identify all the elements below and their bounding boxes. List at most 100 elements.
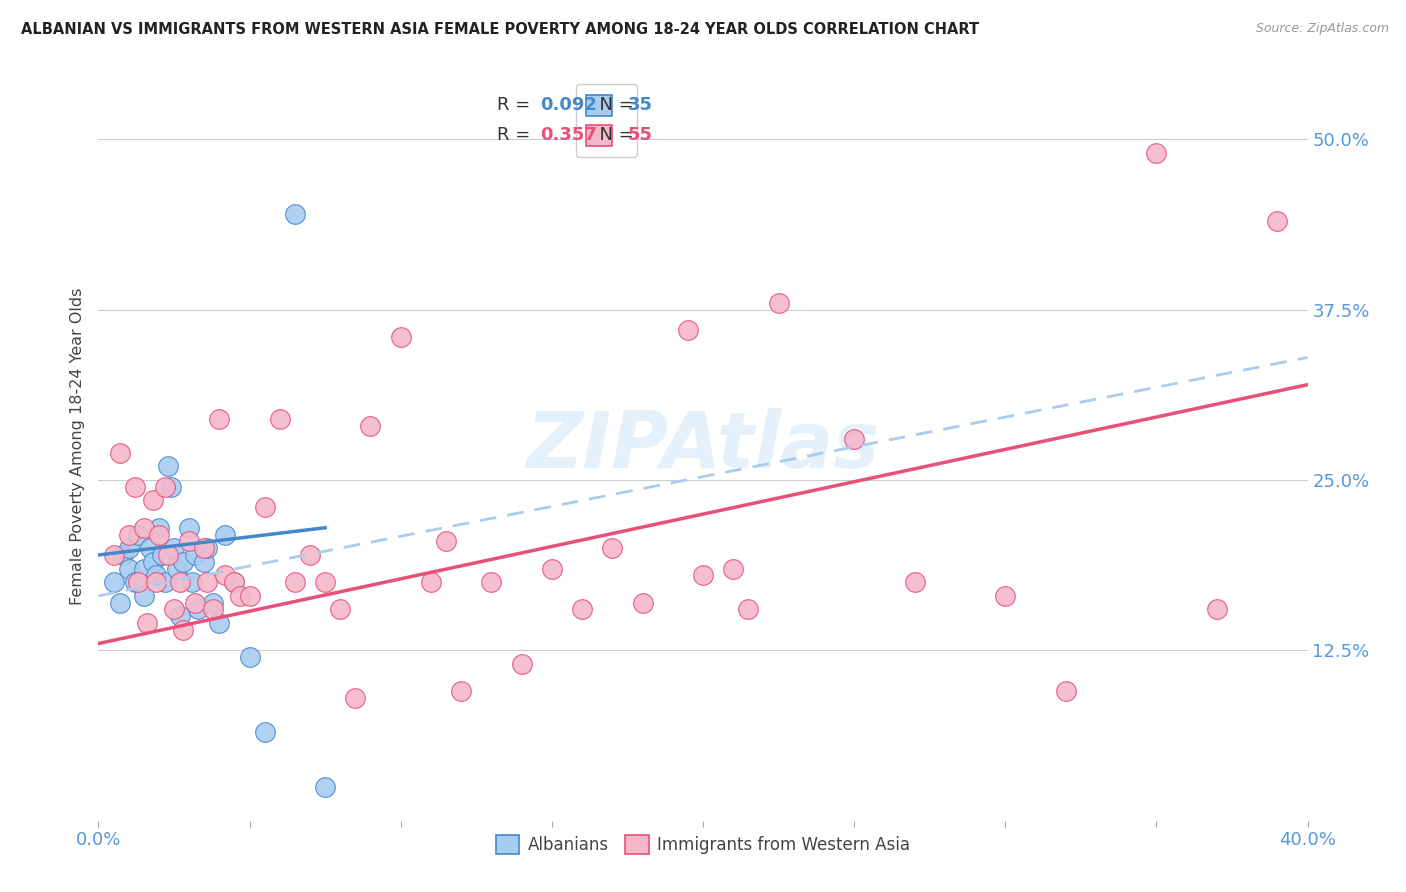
Point	[360, 418, 382, 433]
Point	[202, 596, 225, 610]
Point	[269, 411, 291, 425]
Text: ALBANIAN VS IMMIGRANTS FROM WESTERN ASIA FEMALE POVERTY AMONG 18-24 YEAR OLDS CO: ALBANIAN VS IMMIGRANTS FROM WESTERN ASIA…	[21, 22, 979, 37]
Point	[184, 548, 207, 562]
Point	[994, 589, 1017, 603]
Point	[1144, 146, 1167, 161]
Point	[118, 527, 141, 541]
Point	[160, 480, 183, 494]
Point	[184, 596, 207, 610]
Point	[127, 527, 149, 541]
Point	[224, 575, 246, 590]
Point	[172, 555, 194, 569]
Point	[111, 548, 134, 562]
Point	[229, 589, 252, 603]
Point	[169, 609, 191, 624]
Point	[314, 780, 336, 794]
Point	[844, 432, 866, 446]
Point	[181, 575, 204, 590]
Point	[145, 575, 167, 590]
Point	[193, 555, 215, 569]
Text: 0.092: 0.092	[540, 96, 596, 114]
Point	[1054, 684, 1077, 698]
Point	[214, 568, 236, 582]
Point	[692, 568, 714, 582]
Point	[239, 589, 262, 603]
Point	[253, 500, 276, 515]
Point	[172, 623, 194, 637]
Point	[127, 575, 149, 590]
Point	[1267, 214, 1289, 228]
Point	[118, 561, 141, 575]
Point	[344, 691, 367, 706]
Point	[169, 575, 191, 590]
Text: Source: ZipAtlas.com: Source: ZipAtlas.com	[1256, 22, 1389, 36]
Point	[156, 459, 179, 474]
Point	[163, 602, 186, 616]
Point	[179, 534, 201, 549]
Point	[187, 602, 209, 616]
Point	[329, 602, 352, 616]
Point	[148, 521, 170, 535]
Point	[284, 575, 307, 590]
Point	[389, 330, 412, 344]
Point	[253, 725, 276, 739]
Point	[163, 541, 186, 556]
Y-axis label: Female Poverty Among 18-24 Year Olds: Female Poverty Among 18-24 Year Olds	[70, 287, 86, 605]
Point	[118, 541, 141, 556]
Point	[631, 596, 654, 610]
Point	[179, 521, 201, 535]
Point	[1206, 602, 1229, 616]
Point	[602, 541, 624, 556]
Point	[224, 575, 246, 590]
Point	[148, 527, 170, 541]
Point	[208, 411, 231, 425]
Point	[166, 561, 188, 575]
Text: 55: 55	[628, 126, 652, 144]
Point	[150, 548, 173, 562]
Point	[135, 616, 157, 631]
Point	[314, 575, 336, 590]
Point	[142, 555, 165, 569]
Legend: Albanians, Immigrants from Western Asia: Albanians, Immigrants from Western Asia	[489, 829, 917, 861]
Point	[540, 561, 562, 575]
Point	[571, 602, 593, 616]
Text: R =: R =	[498, 96, 537, 114]
Point	[153, 575, 176, 590]
Point	[156, 548, 179, 562]
Point	[124, 575, 146, 590]
Point	[284, 207, 307, 221]
Text: N =: N =	[588, 96, 640, 114]
Point	[139, 541, 162, 556]
Point	[153, 480, 176, 494]
Point	[193, 541, 215, 556]
Point	[737, 602, 759, 616]
Point	[299, 548, 322, 562]
Text: 35: 35	[628, 96, 652, 114]
Point	[904, 575, 927, 590]
Point	[108, 446, 131, 460]
Point	[768, 296, 790, 310]
Point	[723, 561, 745, 575]
Point	[108, 596, 131, 610]
Point	[420, 575, 443, 590]
Text: R =: R =	[498, 126, 537, 144]
Point	[124, 480, 146, 494]
Point	[208, 616, 231, 631]
Point	[202, 602, 225, 616]
Point	[676, 323, 699, 337]
Text: 0.357: 0.357	[540, 126, 596, 144]
Point	[434, 534, 457, 549]
Point	[103, 548, 125, 562]
Point	[132, 589, 155, 603]
Point	[239, 650, 262, 665]
Point	[145, 568, 167, 582]
Point	[195, 575, 218, 590]
Text: ZIPAtlas: ZIPAtlas	[526, 408, 880, 484]
Point	[142, 493, 165, 508]
Point	[450, 684, 472, 698]
Point	[481, 575, 503, 590]
Point	[510, 657, 533, 671]
Point	[195, 541, 218, 556]
Point	[214, 527, 236, 541]
Text: N =: N =	[588, 126, 640, 144]
